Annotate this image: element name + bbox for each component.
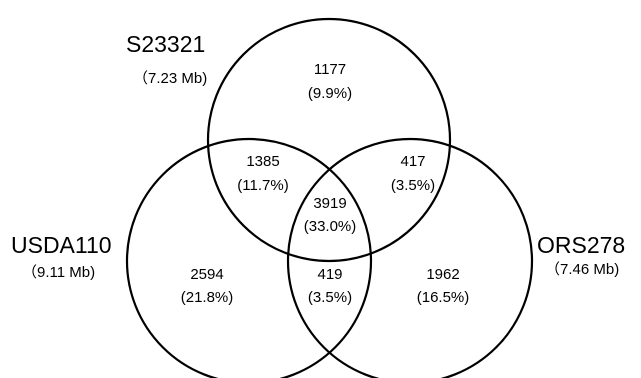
set-size-s23321: （7.23 Mb) [133,70,207,87]
set-name-usda110: USDA110 [11,232,112,258]
set-size-ors278: （7.46 Mb) [545,261,619,278]
region-left-right-pct: (3.5%) [308,289,352,306]
region-top-left-count: 1385 [246,153,279,170]
region-top-only-count: 1177 [314,61,346,78]
region-left-only-count: 2594 [190,266,223,283]
region-right-only-pct: (16.5%) [417,289,470,306]
region-top-right-count: 417 [400,153,425,170]
circle-ors278 [286,137,534,378]
set-name-s23321: S23321 [126,31,205,57]
set-name-ors278: ORS278 [537,232,625,258]
region-top-right-pct: (3.5%) [391,177,435,194]
region-top-only-pct: (9.9%) [308,85,352,102]
region-left-only-pct: (21.8%) [181,289,234,306]
circle-usda110 [125,137,373,378]
region-all-three-pct: (33.0%) [304,218,357,235]
region-left-right-count: 419 [317,266,342,283]
circle-s23321 [206,17,452,263]
region-right-only-count: 1962 [426,266,459,283]
set-size-usda110: （9.11 Mb) [22,264,95,281]
region-all-three-count: 3919 [313,195,346,212]
region-top-left-pct: (11.7%) [237,177,288,194]
